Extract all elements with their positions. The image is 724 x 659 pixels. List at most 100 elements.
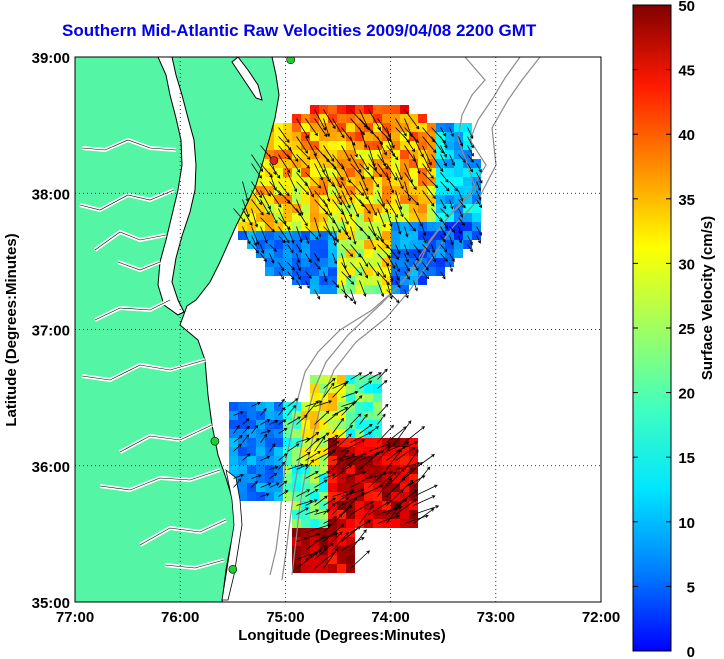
velocity-cell <box>427 258 436 267</box>
velocity-vector <box>296 414 308 425</box>
velocity-vector <box>323 473 336 479</box>
velocity-vector <box>377 424 395 443</box>
velocity-cell <box>346 555 355 564</box>
velocity-cell <box>256 402 265 411</box>
velocity-vector <box>449 199 454 210</box>
velocity-vector <box>413 244 421 254</box>
velocity-cell <box>382 222 391 231</box>
velocity-cell <box>346 204 355 213</box>
velocity-cell <box>319 132 328 141</box>
x-tick-label: 77:00 <box>56 609 94 626</box>
velocity-cell <box>274 195 283 204</box>
velocity-vector <box>332 496 349 515</box>
velocity-cell <box>346 519 355 528</box>
velocity-vector <box>278 262 285 272</box>
velocity-cell <box>373 447 382 456</box>
colorbar-tick-label: 35 <box>678 192 695 209</box>
velocity-vector <box>386 468 405 488</box>
velocity-cell <box>292 483 301 492</box>
velocity-cell <box>256 474 265 483</box>
velocity-cell <box>463 168 472 177</box>
velocity-vector <box>296 262 301 272</box>
velocity-cell <box>238 465 247 474</box>
velocity-vector <box>287 226 295 244</box>
velocity-vector <box>305 280 310 289</box>
velocity-cell <box>454 159 463 168</box>
velocity-vector <box>449 226 456 234</box>
velocity-cell <box>445 168 454 177</box>
velocity-vector <box>440 181 450 192</box>
velocity-cell <box>256 447 265 456</box>
velocity-cell <box>319 276 328 285</box>
velocity-vector <box>278 226 290 244</box>
velocity-cell <box>454 240 463 249</box>
velocity-cell <box>283 483 292 492</box>
velocity-cell <box>364 519 373 528</box>
velocity-cell <box>364 384 373 393</box>
velocity-cell <box>346 474 355 483</box>
radar-station-marker <box>228 564 238 574</box>
velocity-vector <box>332 488 356 497</box>
velocity-cell <box>409 456 418 465</box>
colorbar-label: Surface Velocity (cm/s) <box>699 216 716 380</box>
velocity-vector <box>350 181 365 197</box>
velocity-vector <box>359 262 369 279</box>
velocity-cell <box>328 132 337 141</box>
velocity-cell <box>283 186 292 195</box>
velocity-cell <box>247 456 256 465</box>
velocity-cell <box>283 492 292 501</box>
velocity-vector <box>242 425 250 434</box>
velocity-cell <box>265 492 274 501</box>
river-bank <box>117 261 161 271</box>
velocity-cell <box>409 114 418 123</box>
velocity-cell <box>328 141 337 150</box>
velocity-vector <box>296 181 310 196</box>
velocity-vector <box>269 244 277 252</box>
velocity-cell <box>265 195 274 204</box>
velocity-cell <box>319 123 328 132</box>
velocity-cell <box>247 213 256 222</box>
velocity-vector <box>242 418 250 425</box>
velocity-vector <box>386 244 400 260</box>
velocity-cell <box>409 438 418 447</box>
sound <box>221 469 243 601</box>
velocity-vector <box>386 127 395 149</box>
velocity-vector <box>305 226 319 240</box>
velocity-vector <box>404 181 411 202</box>
radar-station-marker <box>269 156 279 165</box>
velocity-vector <box>242 181 249 203</box>
velocity-vector <box>368 199 377 217</box>
velocity-vector <box>341 439 366 452</box>
velocity-vector <box>395 199 404 218</box>
velocity-cell <box>436 258 445 267</box>
river-bank <box>164 559 225 569</box>
velocity-vector <box>413 136 424 158</box>
velocity-cell <box>463 177 472 186</box>
velocity-cell <box>346 456 355 465</box>
velocity-vector <box>296 199 304 216</box>
velocity-cell <box>247 411 256 420</box>
velocity-vector <box>413 208 423 228</box>
velocity-vector <box>296 463 309 470</box>
velocity-cell <box>319 492 328 501</box>
velocity-vector <box>377 413 386 425</box>
velocity-cell <box>400 276 409 285</box>
velocity-vector <box>377 477 393 497</box>
velocity-cell <box>418 213 427 222</box>
velocity-vector <box>440 217 448 230</box>
velocity-vector <box>323 513 343 533</box>
velocity-cell <box>301 195 310 204</box>
velocity-vector <box>323 377 336 389</box>
velocity-vector <box>413 154 421 175</box>
velocity-vector <box>278 271 285 280</box>
velocity-cell <box>301 240 310 249</box>
velocity-vector <box>413 508 435 524</box>
velocity-vector <box>251 235 257 247</box>
bathymetry-line <box>269 57 486 576</box>
velocity-vector <box>323 523 345 542</box>
velocity-cell <box>373 285 382 294</box>
velocity-vector <box>332 453 356 461</box>
velocity-vector <box>314 451 332 461</box>
velocity-vector <box>440 199 447 210</box>
x-axis-label: Longitude (Degrees:Minutes) <box>238 627 446 644</box>
